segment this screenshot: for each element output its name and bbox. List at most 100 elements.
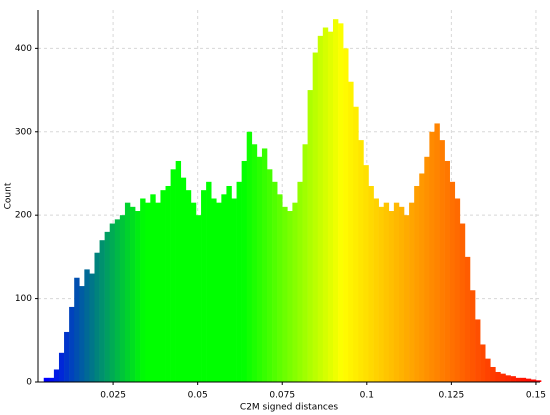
bar <box>155 202 161 382</box>
bar <box>119 215 126 382</box>
bar <box>160 190 166 382</box>
bar <box>317 35 324 382</box>
x-tick-label: 0.025 <box>100 391 126 401</box>
bar <box>256 156 263 382</box>
bar <box>175 160 182 382</box>
x-tick-label: 0.15 <box>526 391 546 401</box>
y-tick-label: 100 <box>15 294 32 304</box>
bar <box>495 371 501 382</box>
bar <box>373 198 379 382</box>
bar <box>388 211 395 382</box>
bar <box>261 148 268 382</box>
bar <box>236 181 242 382</box>
bar <box>145 202 151 382</box>
bar <box>190 202 197 382</box>
bar <box>480 344 486 382</box>
bar <box>246 131 253 382</box>
y-axis-label: Count <box>4 182 14 209</box>
bar <box>251 144 258 382</box>
bar <box>327 31 334 383</box>
bar <box>292 202 298 382</box>
bar <box>226 185 232 382</box>
bar <box>58 352 65 382</box>
bar <box>353 106 359 383</box>
bar <box>124 202 131 382</box>
bar <box>414 185 420 382</box>
bar <box>510 376 516 382</box>
bar <box>221 194 227 382</box>
bar <box>332 19 339 382</box>
bar <box>439 140 445 382</box>
bar <box>64 331 70 382</box>
bar <box>216 202 222 382</box>
bar <box>104 231 111 382</box>
bar <box>84 269 90 382</box>
bar <box>135 211 141 382</box>
x-tick-label: 0.125 <box>438 391 464 401</box>
bar <box>338 23 344 383</box>
bar <box>434 123 440 383</box>
bar <box>201 190 207 382</box>
bar <box>114 219 121 382</box>
bar <box>358 140 364 382</box>
x-tick-label: 0.05 <box>188 391 208 401</box>
bar <box>43 377 50 382</box>
bar <box>348 81 354 382</box>
bar <box>444 160 450 382</box>
bar <box>272 181 278 382</box>
bar <box>368 185 374 382</box>
bar <box>312 52 319 382</box>
bar <box>322 27 329 383</box>
bar <box>53 369 60 382</box>
x-tick-label: 0.1 <box>360 391 374 401</box>
bar <box>69 306 75 382</box>
bar <box>282 206 288 382</box>
bar <box>419 173 425 382</box>
bar <box>378 206 385 382</box>
bar <box>297 181 303 382</box>
y-tick-label: 300 <box>15 127 32 137</box>
bar <box>195 215 202 382</box>
bar <box>165 185 171 382</box>
bar <box>459 223 466 382</box>
bar <box>500 373 506 382</box>
bar <box>429 131 435 382</box>
bar <box>79 286 85 382</box>
bar <box>287 211 293 382</box>
x-axis-label: C2M signed distances <box>240 403 338 413</box>
bar <box>241 160 248 382</box>
bar <box>267 169 273 382</box>
bar <box>525 378 532 382</box>
bar <box>150 194 156 382</box>
bar <box>74 277 80 382</box>
bar <box>398 206 405 382</box>
y-tick-label: 200 <box>15 211 32 221</box>
x-tick-label: 0.075 <box>269 391 295 401</box>
bar <box>485 358 491 382</box>
bar <box>170 169 176 382</box>
bar <box>530 379 537 382</box>
bar <box>505 375 511 382</box>
bar <box>48 377 55 382</box>
bar <box>535 380 542 382</box>
bar <box>140 198 146 382</box>
y-tick-label: 400 <box>15 44 32 54</box>
bar <box>130 206 136 382</box>
bar <box>449 181 456 382</box>
bar <box>424 156 430 382</box>
bar <box>99 240 105 382</box>
bar <box>383 202 390 382</box>
bar <box>211 198 217 382</box>
bar <box>404 215 410 382</box>
bar <box>490 366 496 382</box>
bar <box>343 48 349 383</box>
bar <box>454 198 461 382</box>
bar <box>363 165 369 382</box>
bar <box>409 202 415 382</box>
bar <box>469 290 476 382</box>
bar <box>180 177 187 382</box>
bar <box>206 181 212 382</box>
bar <box>231 198 237 382</box>
bar <box>185 190 192 382</box>
